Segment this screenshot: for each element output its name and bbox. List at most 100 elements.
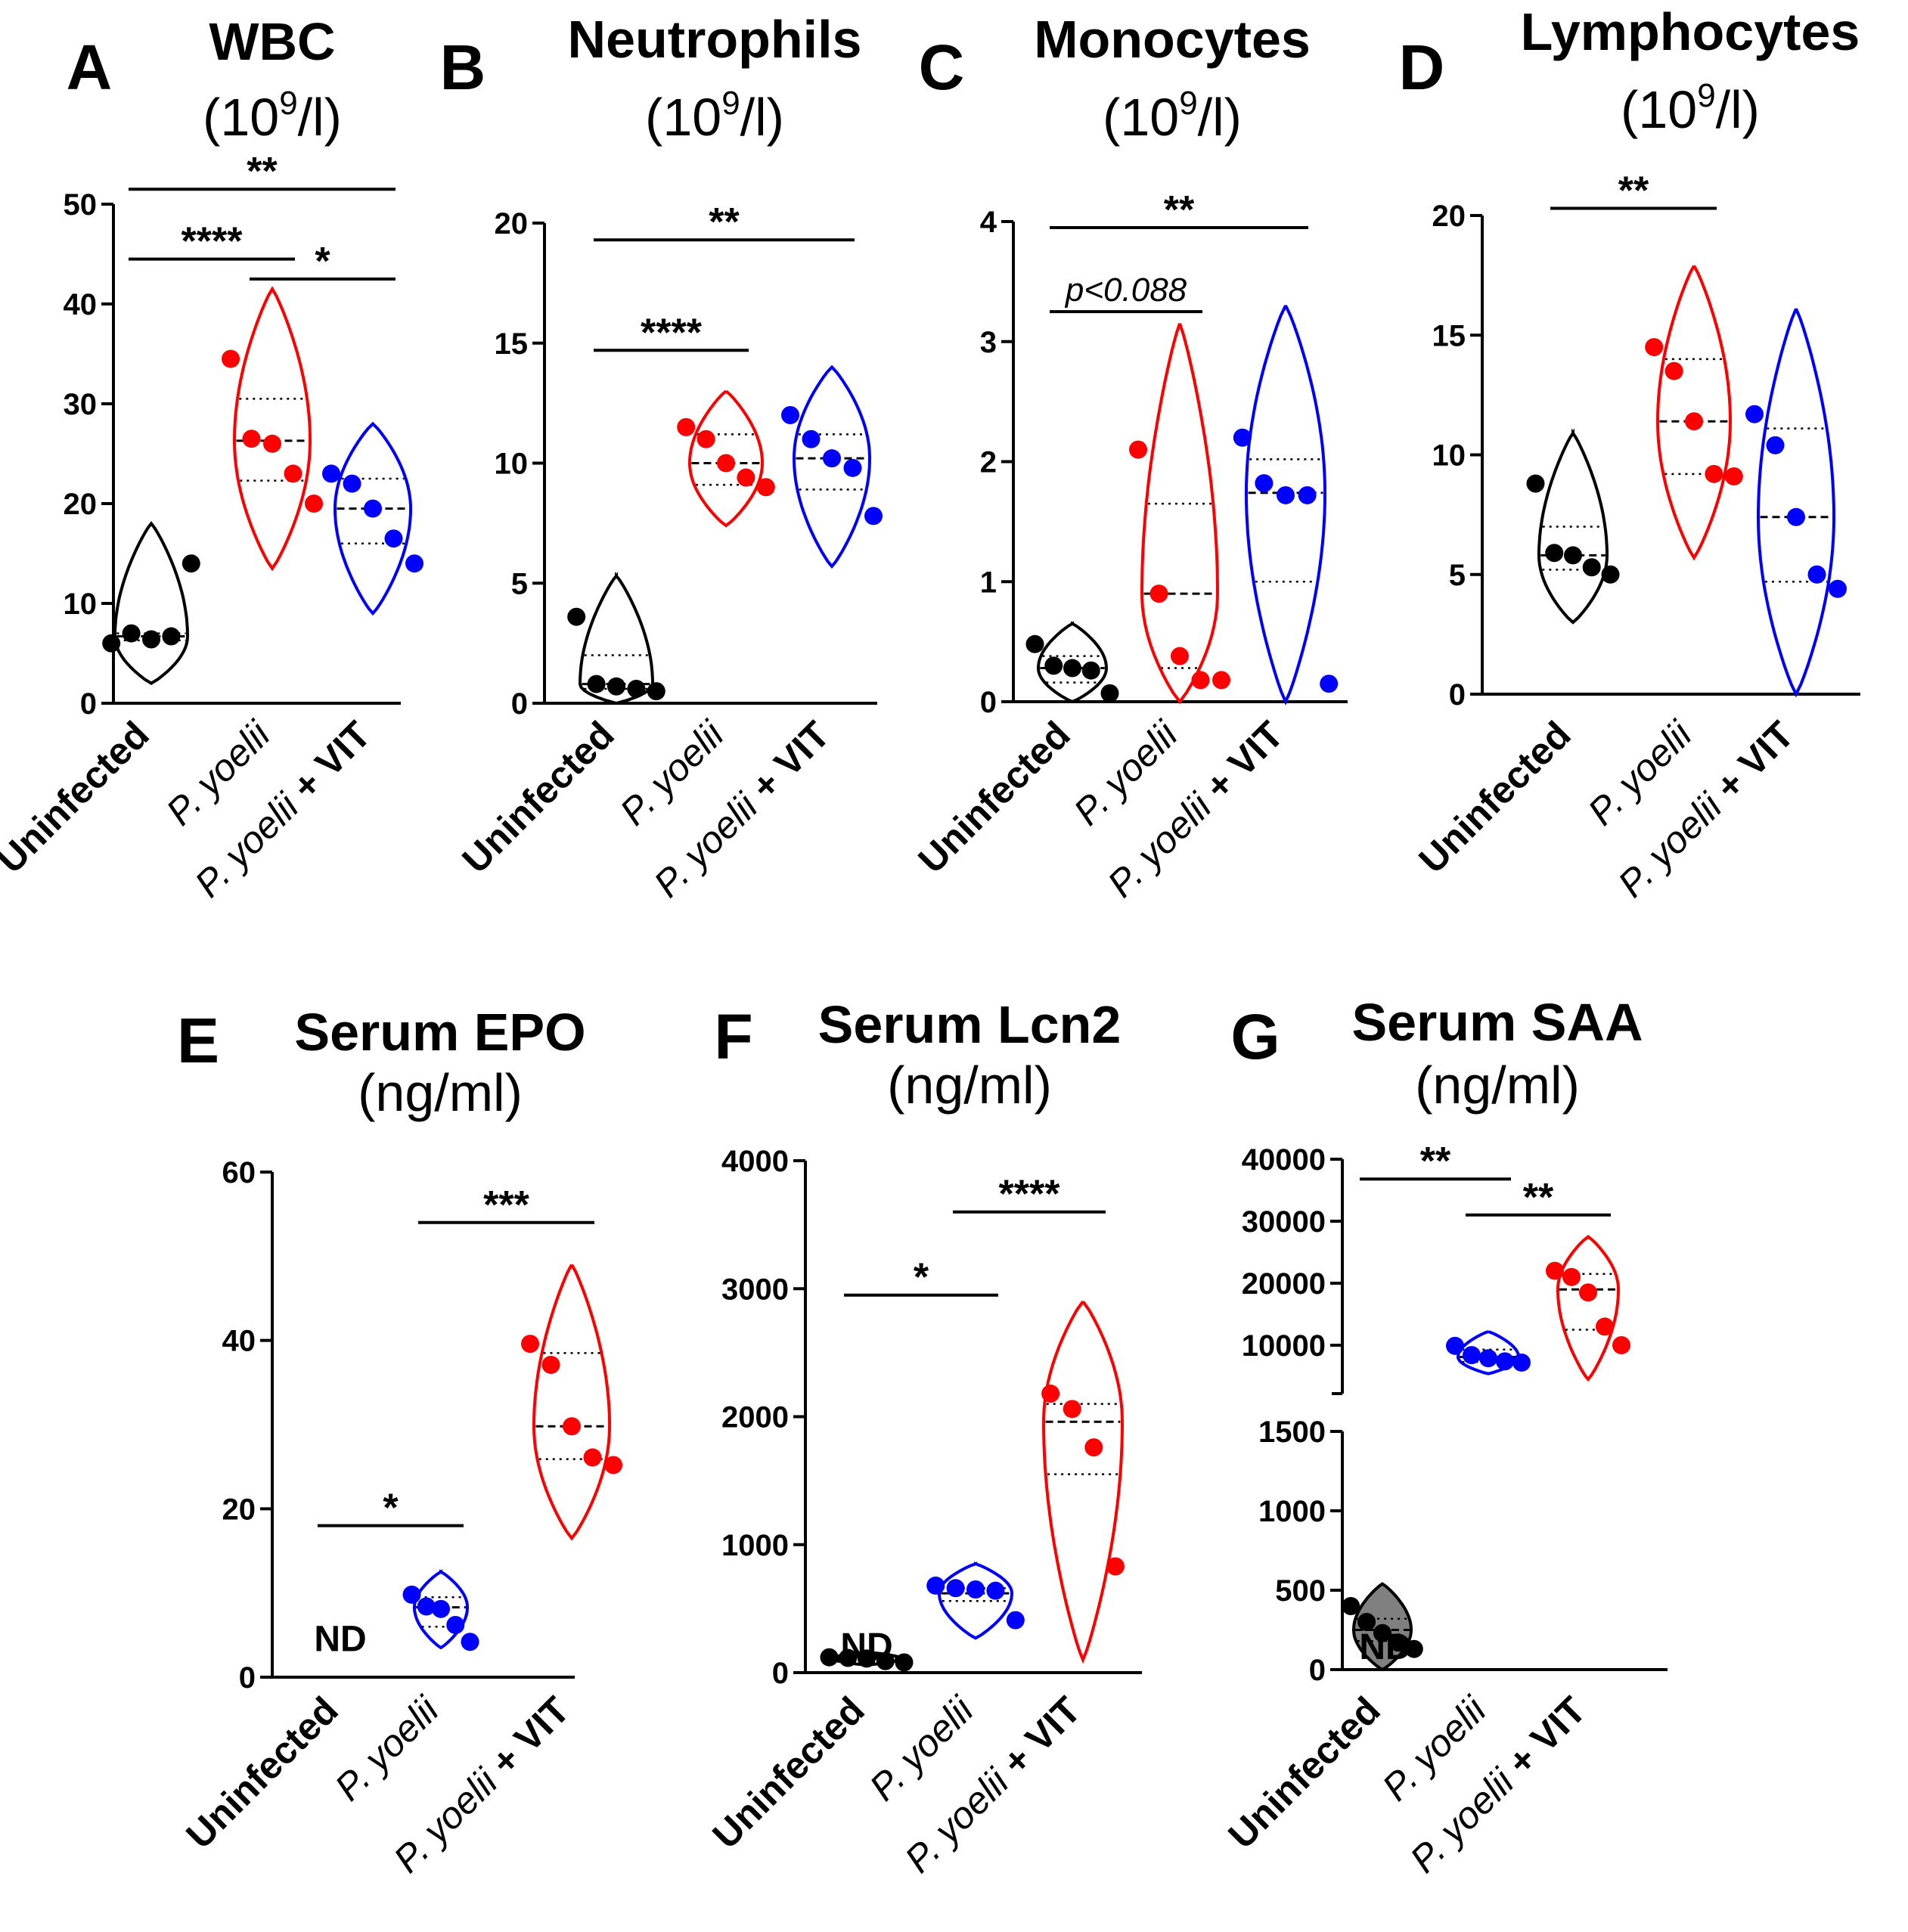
y-tick-label: 4000 [721,1145,789,1178]
y-tick-label: 1000 [721,1529,789,1562]
panel-B: B Neutrophils(109/l)05101520******Uninfec… [440,10,883,905]
data-point [781,406,799,424]
y-tick-label: 30 [64,388,98,421]
data-point [1496,1352,1514,1371]
data-point [647,682,665,701]
category-label-F-0: Uninfected [704,1689,872,1856]
significance-label: ** [1523,1176,1554,1220]
data-point [1596,1317,1614,1336]
tick-label-vit: P. yoelii + VIT [187,713,379,905]
violin-A-0 [113,521,190,685]
significance-label: * [914,1256,929,1300]
data-point [604,1456,622,1475]
panel-unit-D: (109/l) [1621,77,1760,139]
panel-unit-B: (109/l) [645,85,784,147]
y-tick-label: 15 [495,327,529,361]
data-point [1404,1639,1423,1658]
data-point [1664,361,1683,380]
data-point [222,349,240,368]
panel-title-C: Monocytes [1034,10,1311,69]
data-point [1463,1346,1481,1365]
data-point [322,464,340,483]
y-tick-label: 500 [1275,1574,1326,1608]
data-point [446,1615,465,1634]
data-point [1342,1597,1360,1615]
data-point [1645,338,1664,357]
violin-G-1 [1456,1330,1521,1375]
category-label-B-0: Uninfected [454,713,622,881]
tick-label-uninfected: Uninfected [1410,713,1578,881]
y-tick-label: 60 [222,1156,256,1189]
panel-letter-A: A [67,32,113,103]
category-label-E-0: Uninfected [178,1689,346,1856]
data-point [1106,1557,1125,1576]
tick-label-uninfected: Uninfected [454,713,622,881]
panel-letter-G: G [1230,1001,1280,1072]
y-tick-label: 0 [511,687,528,721]
y-tick-label: 0 [239,1661,256,1695]
data-point [1705,464,1723,483]
data-point [607,677,625,696]
tick-label-uninfected: Uninfected [910,713,1078,881]
data-point [343,474,361,493]
panel-unit-G: (ng/ml) [1415,1056,1580,1115]
significance-label: p<0.088 [1064,271,1187,309]
data-point [384,529,403,548]
data-point [802,430,821,448]
data-point [541,1355,560,1374]
data-point [567,607,586,626]
y-tick-label: 10 [64,588,98,621]
data-point [864,507,883,526]
significance-label: ** [1164,188,1195,232]
violin-B-1 [688,389,764,528]
y-tick-label: 30000 [1242,1205,1326,1239]
data-point [1129,440,1147,459]
data-point [1373,1623,1391,1642]
data-point [1171,647,1189,665]
panel-title-G: Serum SAA [1351,993,1643,1052]
y-tick-label: 40 [64,288,98,321]
significance-label: ** [709,200,740,244]
panel-letter-D: D [1399,32,1445,103]
data-point [1612,1336,1630,1354]
y-tick-label: 40000 [1242,1143,1326,1177]
data-point [1601,565,1620,584]
violin-C-1 [1140,323,1220,705]
panel-unit-C: (109/l) [1103,85,1242,147]
violin-C-2 [1244,305,1327,706]
data-point [1041,1385,1060,1403]
data-point [364,499,382,518]
data-point [1212,671,1230,690]
data-point [1685,412,1703,431]
significance-label: ** [1618,169,1649,213]
data-point [1545,544,1564,563]
data-point [1446,1336,1464,1355]
data-point [1277,485,1295,504]
data-point [843,458,862,477]
data-point [1149,585,1168,603]
y-tick-label: 20000 [1242,1267,1326,1301]
tick-label-uninfected: Uninfected [1220,1689,1388,1856]
panel-G: G Serum SAA(ng/ml) 10000 20000 30000 40000 0 50… [1220,993,1668,1881]
panel-title-A: WBC [209,12,335,71]
data-point [876,1651,895,1670]
y-tick-label: 5 [1449,559,1466,592]
data-point [1025,634,1044,653]
data-point [1526,474,1545,493]
data-point [461,1633,479,1651]
data-point [946,1579,965,1598]
significance-label: ** [247,150,278,194]
violin-D-0 [1537,428,1609,625]
data-point [926,1576,945,1595]
panel-F: F Serum Lcn2(ng/ml)01000200030004000ND***… [704,995,1142,1881]
data-point [1298,485,1317,504]
data-point [1766,436,1785,454]
panel-letter-E: E [177,1005,219,1076]
y-tick-label: 0 [1309,1654,1326,1687]
data-point [1546,1261,1564,1280]
data-point [181,554,200,573]
data-point [1388,1633,1407,1652]
data-point [1512,1353,1531,1372]
data-point [242,430,261,448]
data-point [737,468,755,487]
